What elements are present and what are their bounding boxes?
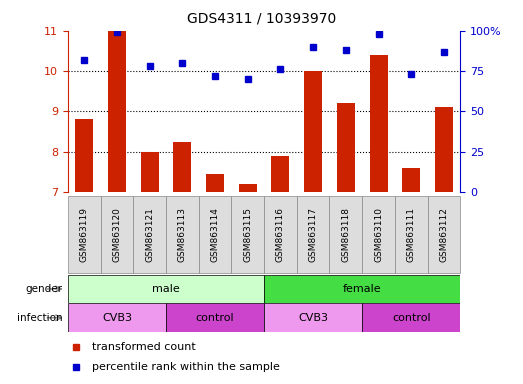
Text: infection: infection — [17, 313, 63, 323]
Bar — [133, 196, 166, 273]
Text: GDS4311 / 10393970: GDS4311 / 10393970 — [187, 12, 336, 25]
Bar — [75, 119, 93, 192]
Text: GSM863116: GSM863116 — [276, 207, 285, 262]
Text: GSM863118: GSM863118 — [342, 207, 350, 262]
Text: GSM863117: GSM863117 — [309, 207, 317, 262]
Bar — [68, 275, 264, 303]
Bar — [370, 55, 388, 192]
Bar — [231, 196, 264, 273]
Bar — [166, 196, 199, 273]
Text: CVB3: CVB3 — [102, 313, 132, 323]
Bar — [337, 103, 355, 192]
Text: gender: gender — [26, 284, 63, 294]
Text: percentile rank within the sample: percentile rank within the sample — [92, 362, 279, 372]
Bar — [304, 71, 322, 192]
Bar — [362, 196, 395, 273]
Text: GSM863110: GSM863110 — [374, 207, 383, 262]
Bar — [428, 196, 460, 273]
Bar — [141, 152, 158, 192]
Text: GSM863115: GSM863115 — [243, 207, 252, 262]
Text: control: control — [392, 313, 430, 323]
Text: GSM863113: GSM863113 — [178, 207, 187, 262]
Bar — [264, 275, 460, 303]
Bar — [100, 196, 133, 273]
Text: GSM863114: GSM863114 — [211, 207, 220, 262]
Text: GSM863111: GSM863111 — [407, 207, 416, 262]
Bar — [239, 184, 257, 192]
Bar — [199, 196, 231, 273]
Text: GSM863119: GSM863119 — [80, 207, 89, 262]
Bar — [166, 303, 264, 332]
Bar — [68, 303, 166, 332]
Bar — [206, 174, 224, 192]
Bar — [264, 303, 362, 332]
Bar — [402, 168, 420, 192]
Text: male: male — [152, 284, 180, 294]
Bar — [395, 196, 428, 273]
Bar — [329, 196, 362, 273]
Text: GSM863121: GSM863121 — [145, 207, 154, 262]
Text: CVB3: CVB3 — [298, 313, 328, 323]
Bar — [108, 31, 126, 192]
Text: female: female — [343, 284, 381, 294]
Bar — [362, 303, 460, 332]
Bar — [435, 107, 453, 192]
Text: GSM863120: GSM863120 — [112, 207, 121, 262]
Text: transformed count: transformed count — [92, 342, 195, 352]
Text: control: control — [196, 313, 234, 323]
Text: GSM863112: GSM863112 — [439, 207, 448, 262]
Bar — [297, 196, 329, 273]
Bar — [271, 156, 289, 192]
Bar — [68, 196, 100, 273]
Bar — [264, 196, 297, 273]
Bar — [174, 142, 191, 192]
